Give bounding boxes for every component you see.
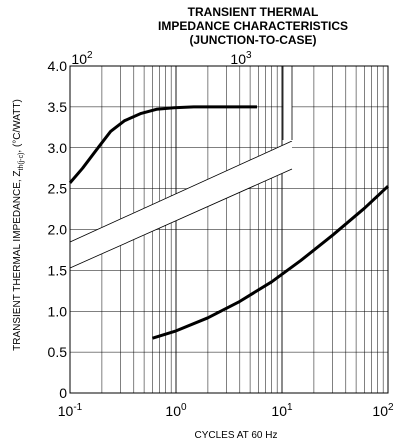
band-edge-lower <box>69 168 293 269</box>
tick-base: 10 <box>230 51 246 67</box>
title-line-1: TRANSIENT THERMAL <box>188 5 319 19</box>
scale-gap <box>283 65 292 141</box>
top-x-tick-labels: 102 103 <box>71 50 252 67</box>
title-line-2: IMPEDANCE CHARACTERISTICS <box>158 19 348 33</box>
scale-break-band <box>69 65 293 269</box>
y-label-subscript: th(j-c) <box>18 153 25 171</box>
tick-base: 10 <box>271 403 287 419</box>
title-line-3: (JUNCTION-TO-CASE) <box>189 33 316 47</box>
x-tick-labels: 10-1 100 101 102 <box>58 402 394 419</box>
y-tick-label: 1.0 <box>48 303 68 319</box>
y-tick-label: 3.5 <box>48 99 68 115</box>
x-tick-label: 100 <box>165 402 187 419</box>
band-edge-upper <box>69 140 293 243</box>
tick-exponent: 2 <box>87 50 93 61</box>
tick-base: 10 <box>71 51 87 67</box>
y-tick-label: 3.0 <box>48 140 68 156</box>
series-line-2 <box>68 105 257 184</box>
y-tick-labels: 0 0.5 1.0 1.5 2.0 2.5 3.0 3.5 4.0 <box>48 58 68 401</box>
x-tick-label: 101 <box>271 402 293 419</box>
y-tick-label: 0 <box>59 385 67 401</box>
chart-title: TRANSIENT THERMAL IMPEDANCE CHARACTERIST… <box>158 5 348 47</box>
y-tick-label: 2.5 <box>48 181 68 197</box>
tick-base: 10 <box>58 403 74 419</box>
top-x-tick-label: 103 <box>230 50 252 67</box>
y-axis-label: TRANSIENT THERMAL IMPEDANCE, Zth(j-c), (… <box>12 99 25 351</box>
tick-exponent: 3 <box>246 50 252 61</box>
x-axis-label: CYCLES AT 60 Hz <box>195 430 278 441</box>
y-tick-label: 1.5 <box>48 262 68 278</box>
y-label-suffix: , (°C/WATT) <box>12 99 23 152</box>
tick-exponent: 1 <box>287 402 293 413</box>
tick-base: 10 <box>372 403 388 419</box>
plot-frame <box>69 65 389 394</box>
top-x-tick-label: 102 <box>71 50 93 67</box>
series-curves <box>68 105 390 340</box>
x-tick-label: 10-1 <box>58 402 83 419</box>
tick-exponent: 2 <box>388 402 394 413</box>
y-tick-label: 2.0 <box>48 222 68 238</box>
tick-exponent: -1 <box>73 402 82 413</box>
series-line-1 <box>152 185 390 340</box>
y-tick-label: 0.5 <box>48 344 68 360</box>
tick-exponent: 0 <box>181 402 187 413</box>
y-label-prefix: TRANSIENT THERMAL IMPEDANCE, Z <box>12 170 23 350</box>
band-fill <box>70 141 292 268</box>
tick-base: 10 <box>165 403 181 419</box>
x-tick-label: 102 <box>372 402 394 419</box>
y-tick-label: 4.0 <box>48 58 68 74</box>
